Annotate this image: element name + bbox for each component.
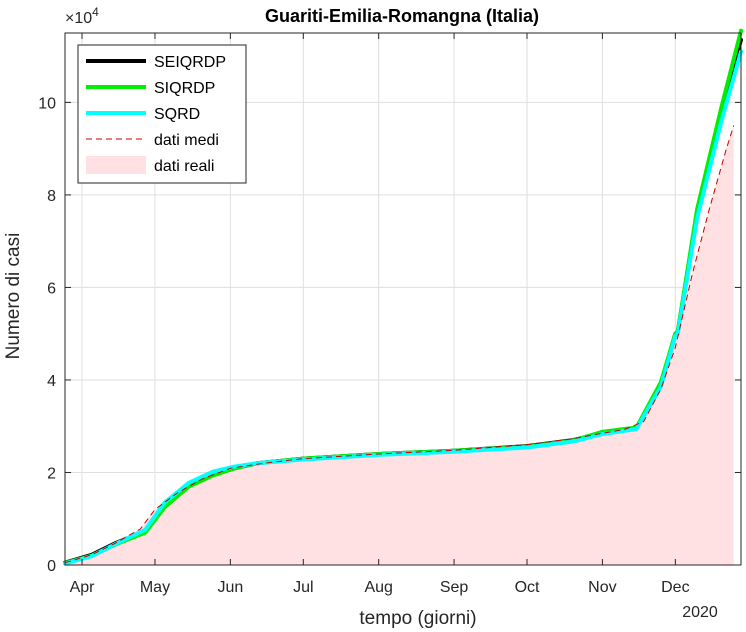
legend-label: SIQRDP bbox=[154, 80, 215, 97]
y-axis-label: Numero di casi bbox=[3, 233, 24, 360]
y-tick-label: 8 bbox=[47, 188, 56, 205]
y-tick-label: 10 bbox=[38, 95, 56, 112]
legend-label: dati medi bbox=[154, 132, 219, 149]
x-tick-label: Dec bbox=[661, 579, 689, 596]
series-area-dati-reali bbox=[65, 125, 734, 565]
legend-label: SQRD bbox=[154, 106, 200, 123]
legend-swatch-dati-reali bbox=[86, 156, 146, 174]
chart-title: Guariti-Emilia-Romangna (Italia) bbox=[265, 6, 539, 26]
x-axis-label: tempo (giorni) bbox=[359, 608, 476, 629]
legend: SEIQRDP SIQRDP SQRD dati medi dati reali bbox=[77, 44, 247, 184]
x-tick-label: Nov bbox=[588, 579, 616, 596]
x-year-label: 2020 bbox=[682, 604, 718, 621]
plot-area: Apr May Jun Jul Aug Sep Oct Nov Dec 0 2 4 6 8 10 SEIQRD… bbox=[38, 28, 743, 596]
x-tick-label: May bbox=[140, 579, 170, 596]
x-tick-label: Oct bbox=[515, 579, 540, 596]
legend-label: dati reali bbox=[154, 158, 214, 175]
y-tick-label: 4 bbox=[47, 373, 56, 390]
x-tick-label: Aug bbox=[364, 579, 392, 596]
y-exponent-label: ×104 bbox=[65, 5, 99, 27]
x-tick-label: Jul bbox=[293, 579, 313, 596]
series-line-sqrd bbox=[63, 49, 743, 566]
x-tick-label: Sep bbox=[440, 579, 469, 596]
y-tick-label: 2 bbox=[47, 465, 56, 482]
x-tick-label: Apr bbox=[70, 579, 96, 596]
x-tick-label: Jun bbox=[217, 579, 243, 596]
y-tick-label: 6 bbox=[47, 280, 56, 297]
legend-label: SEIQRDP bbox=[154, 54, 226, 71]
axes-box bbox=[64, 32, 742, 566]
y-tick-label: 0 bbox=[47, 558, 56, 575]
